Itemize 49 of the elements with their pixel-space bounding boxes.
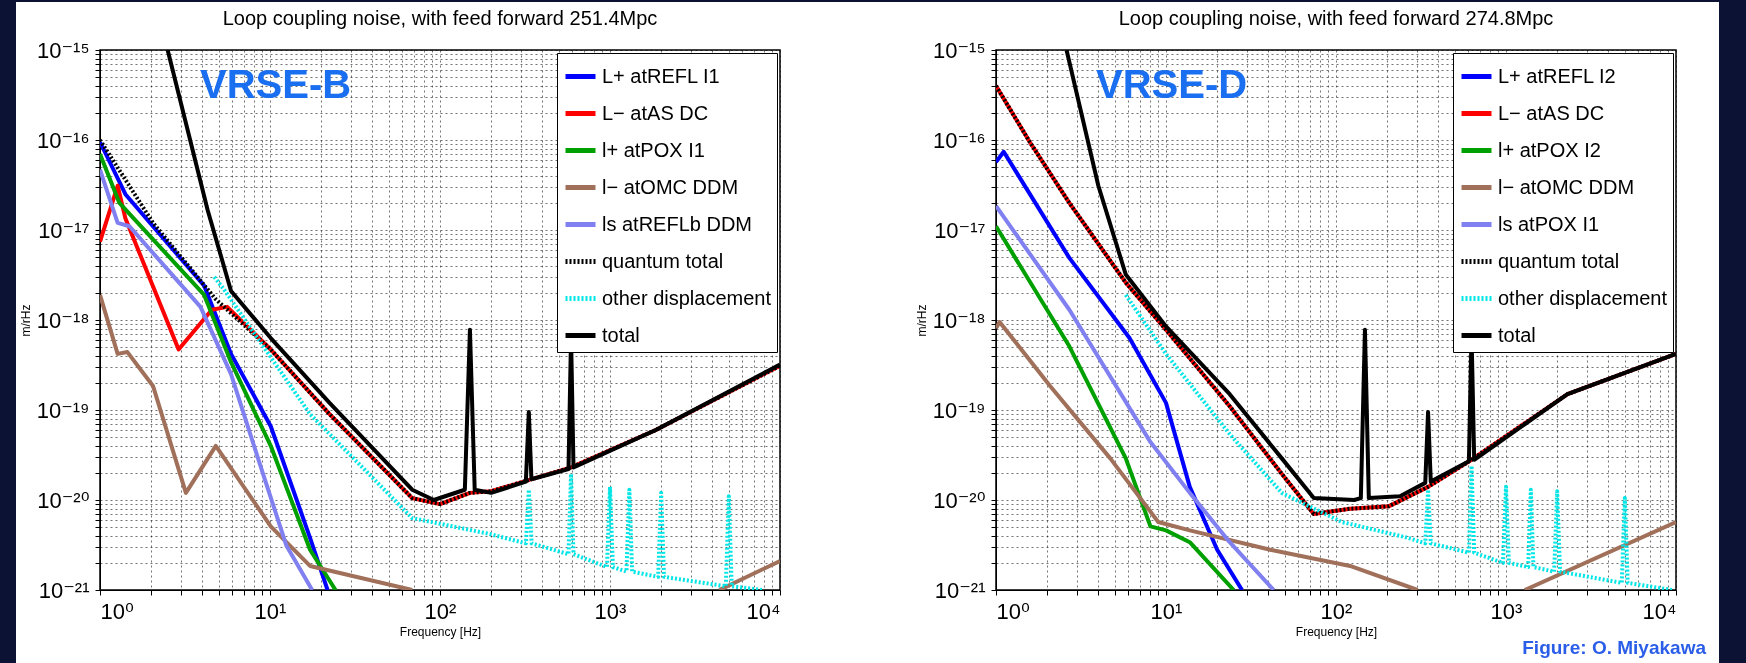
annotation: VRSE-B: [200, 62, 352, 106]
x-tick-label: 10²: [424, 598, 457, 624]
y-tick-label: 10⁻²⁰: [933, 487, 986, 513]
y-axis-title: m/rHz: [914, 304, 929, 337]
y-tick-label: 10⁻²⁰: [37, 487, 90, 513]
chart-title: Loop coupling noise, with feed forward 251.4Mpc: [222, 7, 658, 29]
y-tick-label: 10⁻¹⁷: [934, 217, 986, 243]
legend-label: l+ atPOX I1: [602, 138, 705, 161]
x-tick-label: 10⁰: [100, 598, 134, 624]
y-tick-label: 10⁻¹⁸: [36, 307, 90, 333]
y-tick-label: 10⁻¹⁸: [932, 307, 986, 333]
x-tick-label: 10⁴: [746, 598, 781, 624]
y-tick-label: 10⁻¹⁹: [932, 397, 986, 423]
x-tick-label: 10¹: [254, 598, 287, 624]
legend-label: total: [602, 323, 640, 346]
x-tick-label: 10³: [594, 598, 627, 624]
x-axis-title: Frequency [Hz]: [1295, 624, 1378, 639]
legend-label: quantum total: [602, 249, 724, 272]
x-tick-label: 10²: [1320, 598, 1353, 624]
legend-label: L− atAS DC: [602, 101, 709, 124]
legend-label: other displacement: [1498, 286, 1668, 309]
legend-label: ls atPOX I1: [1498, 212, 1600, 235]
text: Figure: O. Miyakawa: [1522, 637, 1707, 658]
legend-label: l+ atPOX I2: [1498, 138, 1601, 161]
chart-title: Loop coupling noise, with feed forward 274.8Mpc: [1118, 7, 1554, 29]
legend-label: other displacement: [602, 286, 772, 309]
legend-label: quantum total: [1498, 249, 1620, 272]
x-axis-title: Frequency [Hz]: [399, 624, 482, 639]
y-tick-label: 10⁻¹⁶: [37, 127, 90, 153]
y-tick-label: 10⁻¹⁷: [38, 217, 90, 243]
y-tick-label: 10⁻¹⁵: [36, 37, 90, 63]
x-tick-label: 10³: [1490, 598, 1523, 624]
y-tick-label: 10⁻¹⁵: [932, 37, 986, 63]
legend-label: L− atAS DC: [1498, 101, 1605, 124]
legend-label: l− atOMC DDM: [1498, 175, 1635, 198]
x-tick-label: 10⁴: [1642, 598, 1677, 624]
y-tick-label: 10⁻²¹: [38, 577, 90, 603]
x-tick-label: 10¹: [1150, 598, 1183, 624]
y-tick-label: 10⁻¹⁶: [933, 127, 986, 153]
x-tick-label: 10⁰: [996, 598, 1030, 624]
legend-label: l− atOMC DDM: [602, 175, 739, 198]
annotation: VRSE-D: [1096, 62, 1248, 106]
y-axis-title: m/rHz: [18, 304, 33, 337]
legend-label: L+ atREFL I2: [1498, 64, 1616, 87]
legend-label: L+ atREFL I1: [602, 64, 720, 87]
y-tick-label: 10⁻²¹: [934, 577, 986, 603]
legend-label: total: [1498, 323, 1536, 346]
legend-label: ls atREFLb DDM: [602, 212, 753, 235]
y-tick-label: 10⁻¹⁹: [36, 397, 90, 423]
